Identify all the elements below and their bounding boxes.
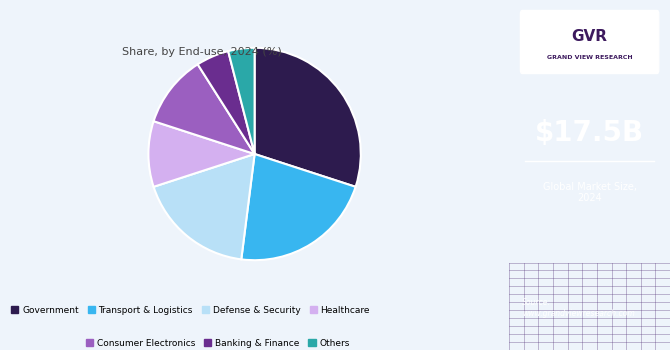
Wedge shape — [241, 154, 356, 260]
Wedge shape — [153, 64, 255, 154]
Text: $17.5B: $17.5B — [535, 119, 644, 147]
Text: GRAND VIEW RESEARCH: GRAND VIEW RESEARCH — [547, 55, 632, 60]
Wedge shape — [148, 121, 255, 187]
Wedge shape — [153, 154, 255, 259]
Text: GVR: GVR — [572, 29, 608, 44]
Text: Global Market Size,
2024: Global Market Size, 2024 — [543, 182, 636, 203]
Wedge shape — [255, 48, 361, 187]
Text: Share, by End-use, 2024 (%): Share, by End-use, 2024 (%) — [122, 47, 281, 57]
Legend: Consumer Electronics, Banking & Finance, Others: Consumer Electronics, Banking & Finance,… — [86, 339, 350, 348]
Text: Source:
www.grandviewresearch.com: Source: www.grandviewresearch.com — [522, 298, 634, 318]
FancyBboxPatch shape — [521, 10, 659, 74]
Wedge shape — [228, 48, 255, 154]
Wedge shape — [198, 51, 255, 154]
